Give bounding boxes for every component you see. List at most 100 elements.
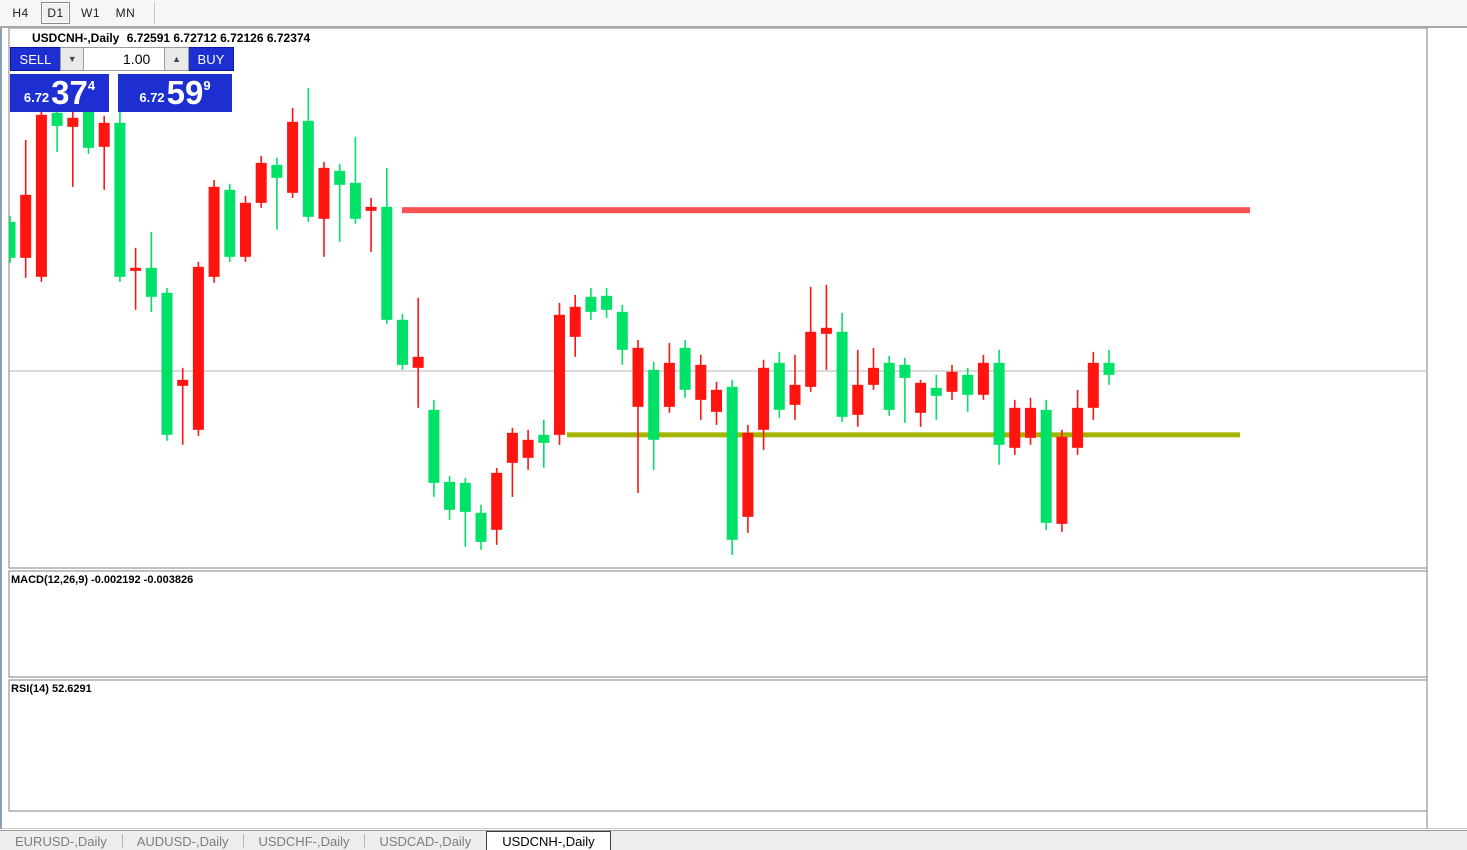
candle	[538, 419, 550, 468]
candle	[601, 287, 613, 318]
buy-price-big: 59	[166, 74, 204, 111]
chart-tab-usdcad[interactable]: USDCAD-,Daily	[364, 831, 486, 850]
candle	[381, 167, 393, 324]
candle	[224, 183, 236, 262]
candle	[585, 287, 597, 320]
candle	[192, 261, 204, 436]
rsi-label: RSI(14) 52.6291	[11, 683, 92, 695]
resistance-line[interactable]	[402, 207, 1250, 214]
candle	[161, 287, 173, 441]
arrow-down-icon: ▼	[67, 54, 77, 64]
symbol-tab-bar: EURUSD-,Daily AUDUSD-,Daily USDCHF-,Daily U…	[0, 830, 1467, 850]
candle	[742, 424, 754, 533]
candle	[318, 161, 330, 257]
volume-decrease-button[interactable]: ▼	[59, 47, 85, 71]
candle	[522, 429, 534, 470]
candle	[459, 477, 471, 547]
candle	[1103, 349, 1115, 385]
chart-tab-eurusd[interactable]: EURUSD-,Daily	[15, 833, 107, 849]
timeframe-button-w1[interactable]: W1	[81, 6, 100, 20]
candle	[302, 87, 314, 222]
candle	[98, 115, 110, 190]
volume-increase-button[interactable]: ▲	[164, 47, 189, 71]
candle	[51, 105, 63, 152]
chart-canvas[interactable]	[2, 28, 1467, 829]
timeframe-button-h4[interactable]: H4	[12, 6, 29, 20]
candle	[1056, 429, 1068, 532]
candle	[475, 504, 487, 550]
candle	[993, 349, 1005, 465]
candle	[883, 355, 895, 416]
candle	[758, 359, 770, 450]
symbol-title: USDCNH-,Daily	[32, 31, 120, 45]
candle	[67, 111, 79, 187]
timeframe-button-mn[interactable]: MN	[115, 6, 136, 20]
sell-price-display[interactable]: 6.72 37 4	[10, 74, 109, 112]
candle	[240, 195, 251, 262]
candle	[726, 379, 738, 555]
chart-tab-usdchf[interactable]: USDCHF-,Daily	[243, 831, 364, 850]
candle	[899, 357, 911, 423]
candle	[349, 136, 361, 224]
sell-button[interactable]: SELL	[10, 47, 60, 71]
candle	[1009, 399, 1021, 455]
candle	[1087, 351, 1099, 420]
candle	[773, 351, 785, 418]
ohlc-values: 6.72591 6.72712 6.72126 6.72374	[126, 31, 311, 45]
candle	[616, 304, 628, 365]
buy-price-display[interactable]: 6.72 59 9	[118, 74, 232, 112]
candle	[1072, 389, 1084, 455]
candle	[632, 339, 644, 493]
buy-price-prefix: 6.72	[139, 90, 165, 105]
candle	[114, 87, 126, 282]
candle	[412, 297, 424, 408]
chart-area[interactable]: USDCNH-,Daily 6.72591 6.72712 6.72126 6.…	[0, 28, 1467, 829]
candle	[20, 139, 32, 278]
candle	[397, 313, 408, 370]
sell-price-big: 37	[51, 74, 88, 111]
candle	[1040, 399, 1052, 530]
candle	[962, 367, 974, 412]
chart-tab-audusd[interactable]: AUDUSD-,Daily	[121, 831, 244, 850]
price-pane	[9, 87, 1426, 555]
macd-label: MACD(12,26,9) -0.002192 -0.003826	[11, 574, 194, 586]
sell-price-prefix: 6.72	[23, 90, 50, 105]
candle	[805, 286, 817, 392]
candle	[130, 247, 142, 310]
candle	[506, 427, 518, 497]
candle	[35, 109, 47, 282]
candle	[569, 294, 581, 357]
sell-price-pip: 4	[87, 78, 96, 93]
candle	[915, 379, 927, 427]
candle	[695, 354, 707, 420]
candle	[287, 107, 299, 198]
candle	[852, 349, 864, 427]
timeframe-toolbar: H4 D1 W1 MN	[0, 0, 1467, 28]
arrow-up-icon: ▲	[172, 54, 181, 64]
candle	[334, 163, 346, 242]
buy-button[interactable]: BUY	[188, 47, 235, 71]
volume-input[interactable]: 1.00	[84, 47, 165, 71]
candle	[789, 354, 801, 420]
toolbar-separator	[154, 2, 155, 24]
candle	[820, 284, 832, 370]
candle	[83, 104, 94, 154]
candle	[255, 155, 267, 208]
candle	[271, 157, 283, 230]
candle	[444, 475, 456, 520]
candle	[145, 231, 157, 312]
candle	[930, 374, 942, 420]
candle	[946, 364, 958, 400]
candles-layer	[9, 87, 1115, 555]
candle	[977, 354, 989, 400]
candle	[836, 312, 848, 422]
chart-tab-usdcnh[interactable]: USDCNH-,Daily	[486, 831, 611, 850]
candle	[177, 367, 189, 445]
candle	[1025, 397, 1036, 445]
candle	[679, 339, 691, 398]
support-line[interactable]	[567, 432, 1240, 438]
buy-price-pip: 9	[203, 78, 211, 93]
timeframe-button-d1[interactable]: D1	[41, 2, 70, 24]
candle	[648, 361, 660, 470]
